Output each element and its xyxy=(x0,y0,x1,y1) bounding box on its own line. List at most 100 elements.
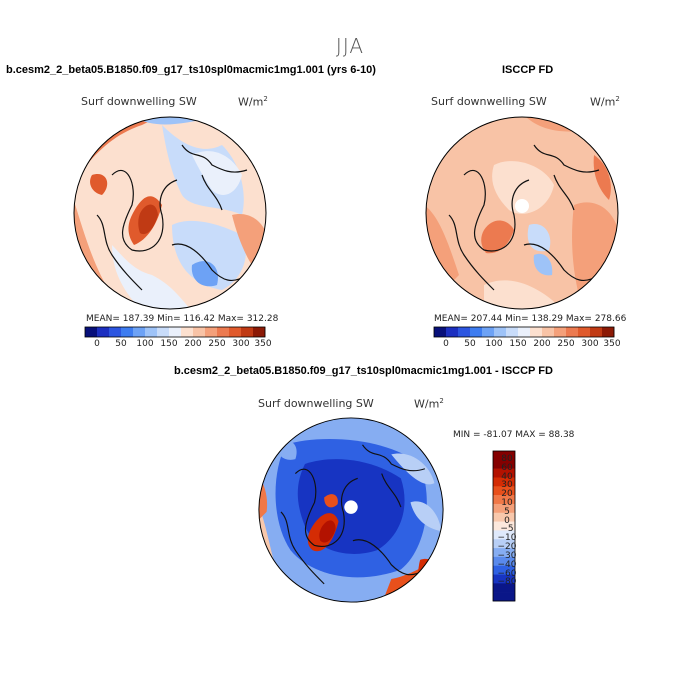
colorbar-swatch xyxy=(157,327,170,337)
colorbar-swatch xyxy=(193,327,206,337)
colorbar-swatch xyxy=(229,327,242,337)
panel2-tick: 200 xyxy=(533,339,551,349)
colorbar-swatch xyxy=(578,327,591,337)
colorbar-swatch xyxy=(590,327,603,337)
panel2-tick: 150 xyxy=(509,339,527,349)
colorbar-swatch xyxy=(542,327,555,337)
colorbar-swatch xyxy=(493,486,515,496)
colorbar-swatch xyxy=(602,327,615,337)
panel3-colorbar xyxy=(492,450,516,602)
colorbar-swatch xyxy=(205,327,218,337)
colorbar-swatch xyxy=(253,327,266,337)
panel1-tick: 250 xyxy=(208,339,226,349)
panel1-tick: 350 xyxy=(254,339,272,349)
colorbar-label: −80 xyxy=(497,577,517,588)
colorbar-swatch xyxy=(493,530,515,540)
panel3-title: b.cesm2_2_beta05.B1850.f09_g17_ts10spl0m… xyxy=(174,365,553,377)
panel1-colorbar-ticks: 0 50 100 150 200 250 300 350 xyxy=(85,339,271,351)
panel1-tick: 150 xyxy=(160,339,178,349)
panel2-colorbar xyxy=(433,326,615,338)
colorbar-swatch xyxy=(493,477,515,487)
colorbar-swatch xyxy=(85,327,98,337)
panel3-units: W/m2 xyxy=(414,397,444,411)
panel2-tick: 300 xyxy=(581,339,599,349)
panel2-polar-map xyxy=(425,116,619,310)
panel1-tick: 100 xyxy=(136,339,154,349)
colorbar-label: −10 xyxy=(497,533,517,544)
colorbar-swatch xyxy=(97,327,110,337)
panel2-tick: 100 xyxy=(485,339,503,349)
colorbar-swatch xyxy=(493,521,515,531)
panel1-units: W/m2 xyxy=(238,95,268,109)
colorbar-swatch xyxy=(458,327,471,337)
colorbar-swatch xyxy=(446,327,459,337)
colorbar-label: −5 xyxy=(500,524,514,535)
colorbar-label: 30 xyxy=(501,480,513,491)
colorbar-label: −30 xyxy=(497,550,517,561)
colorbar-swatch xyxy=(493,592,515,602)
colorbar-border xyxy=(84,326,266,338)
colorbar-swatch xyxy=(554,327,567,337)
colorbar-swatch xyxy=(145,327,158,337)
colorbar-swatch xyxy=(530,327,543,337)
panel3-polar-map xyxy=(258,417,444,603)
colorbar-label: 0 xyxy=(504,515,510,526)
colorbar-swatch xyxy=(493,574,515,584)
colorbar-swatch xyxy=(109,327,122,337)
panel2-tick: 250 xyxy=(557,339,575,349)
panel2-units: W/m2 xyxy=(590,95,620,109)
panel1-tick: 50 xyxy=(115,339,127,349)
colorbar-swatch xyxy=(493,503,515,514)
colorbar-swatch xyxy=(121,327,134,337)
colorbar-border xyxy=(433,326,615,338)
panel2-colorbar-ticks: 0 50 100 150 200 250 300 350 xyxy=(434,339,620,351)
panel2-stats: MEAN= 207.44 Min= 138.29 Max= 278.66 xyxy=(434,314,627,324)
panel1-tick: 300 xyxy=(232,339,250,349)
panel2-tick: 350 xyxy=(603,339,621,349)
colorbar-swatch xyxy=(169,327,182,337)
colorbar-label: −60 xyxy=(497,568,517,579)
colorbar-swatch xyxy=(494,327,507,337)
colorbar-swatch xyxy=(470,327,483,337)
colorbar-swatch xyxy=(493,459,515,469)
panel3-stats: MIN = -81.07 MAX = 88.38 xyxy=(453,430,575,440)
colorbar-swatch xyxy=(493,539,515,549)
colorbar-swatch xyxy=(493,548,515,558)
colorbar-label: 80 xyxy=(501,453,513,464)
colorbar-label: 60 xyxy=(501,462,513,473)
colorbar-swatch xyxy=(493,583,515,593)
panel3-colorbar-labels: 80 60 40 30 20 10 5 0 −5 −10 −20 −30 −40 −60 −80 xyxy=(487,451,547,601)
colorbar-swatch xyxy=(493,451,515,461)
colorbar-swatch xyxy=(493,556,515,566)
colorbar-label: 5 xyxy=(504,506,510,517)
colorbar-swatch xyxy=(217,327,230,337)
panel2-title: ISCCP FD xyxy=(502,64,554,76)
panel2-tick: 0 xyxy=(443,339,449,349)
colorbar-swatch xyxy=(566,327,579,337)
colorbar-swatch xyxy=(241,327,254,337)
panel1-polar-map xyxy=(73,116,267,310)
colorbar-label: 40 xyxy=(501,471,513,482)
colorbar-swatch xyxy=(133,327,146,337)
panel3-variable: Surf downwelling SW xyxy=(258,397,374,410)
colorbar-swatch xyxy=(493,495,515,505)
colorbar-swatch xyxy=(482,327,495,337)
panel1-tick: 200 xyxy=(184,339,202,349)
colorbar-swatch xyxy=(181,327,194,337)
panel1-tick: 0 xyxy=(94,339,100,349)
colorbar-border xyxy=(492,450,516,602)
colorbar-label: −40 xyxy=(497,559,517,570)
colorbar-label: −20 xyxy=(497,542,517,553)
colorbar-swatch xyxy=(493,468,515,478)
colorbar-swatch xyxy=(506,327,519,337)
colorbar-label: 10 xyxy=(501,497,513,508)
panel2-variable: Surf downwelling SW xyxy=(431,95,547,108)
colorbar-label: 20 xyxy=(501,489,513,500)
colorbar-swatch xyxy=(493,512,515,522)
colorbar-swatch xyxy=(434,327,447,337)
panel1-title: b.cesm2_2_beta05.B1850.f09_g17_ts10spl0m… xyxy=(6,64,376,76)
colorbar-swatch xyxy=(518,327,531,337)
panel1-variable: Surf downwelling SW xyxy=(81,95,197,108)
panel1-stats: MEAN= 187.39 Min= 116.42 Max= 312.28 xyxy=(86,314,279,324)
panel1-colorbar xyxy=(84,326,266,338)
